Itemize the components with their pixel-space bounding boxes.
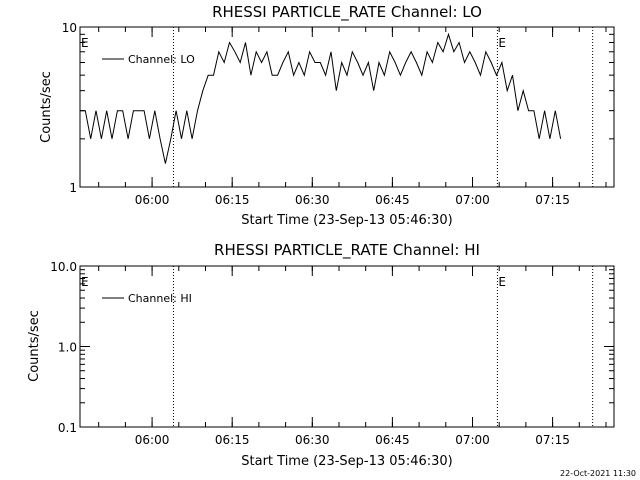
x-tick-label: 06:45 — [375, 193, 410, 207]
x-tick-label: 06:45 — [375, 433, 410, 447]
event-label: E — [81, 36, 89, 50]
panel-lo-legend-label: Channel: LO — [128, 53, 195, 66]
panel-lo-xlabel: Start Time (23-Sep-13 05:46:30) — [241, 213, 452, 228]
panel-hi-ylabel: Counts/sec — [27, 310, 42, 382]
panel-hi-xlabel: Start Time (23-Sep-13 05:46:30) — [241, 454, 452, 469]
panel-lo-title: RHESSI PARTICLE_RATE Channel: LO — [212, 3, 482, 22]
x-tick-label: 07:00 — [455, 193, 490, 207]
panel-lo-ylabel: Counts/sec — [39, 71, 54, 143]
x-tick-label: 07:00 — [455, 433, 490, 447]
panel-hi-frame — [79, 265, 615, 428]
y-tick-label: 10.0 — [50, 260, 77, 274]
event-label: E — [81, 275, 89, 289]
event-label: E — [498, 275, 506, 289]
x-tick-label: 06:30 — [295, 193, 330, 207]
x-tick-label: 06:00 — [135, 193, 170, 207]
panel-hi: RHESSI PARTICLE_RATE Channel: HI 0.1 1.0 1… — [27, 241, 615, 469]
y-tick-label: 1 — [69, 181, 77, 195]
event-label: E — [498, 36, 506, 50]
x-tick-label: 06:15 — [215, 433, 250, 447]
y-tick-label: 1.0 — [58, 341, 77, 355]
y-tick-label: 0.1 — [58, 421, 77, 435]
panel-lo-frame — [79, 26, 615, 188]
panel-hi-legend-label: Channel: HI — [128, 292, 192, 305]
y-tick-label: 10 — [62, 21, 77, 35]
panel-lo: RHESSI PARTICLE_RATE Channel: LO 1 10 06:… — [39, 3, 615, 228]
x-tick-label: 07:15 — [535, 193, 570, 207]
panel-hi-title: RHESSI PARTICLE_RATE Channel: HI — [214, 241, 480, 260]
x-tick-label: 06:30 — [295, 433, 330, 447]
x-tick-label: 06:00 — [135, 433, 170, 447]
series-line — [80, 32, 562, 164]
footer-timestamp: 22-Oct-2021 11:30 — [560, 469, 636, 478]
x-tick-label: 07:15 — [535, 433, 570, 447]
x-tick-label: 06:15 — [215, 193, 250, 207]
